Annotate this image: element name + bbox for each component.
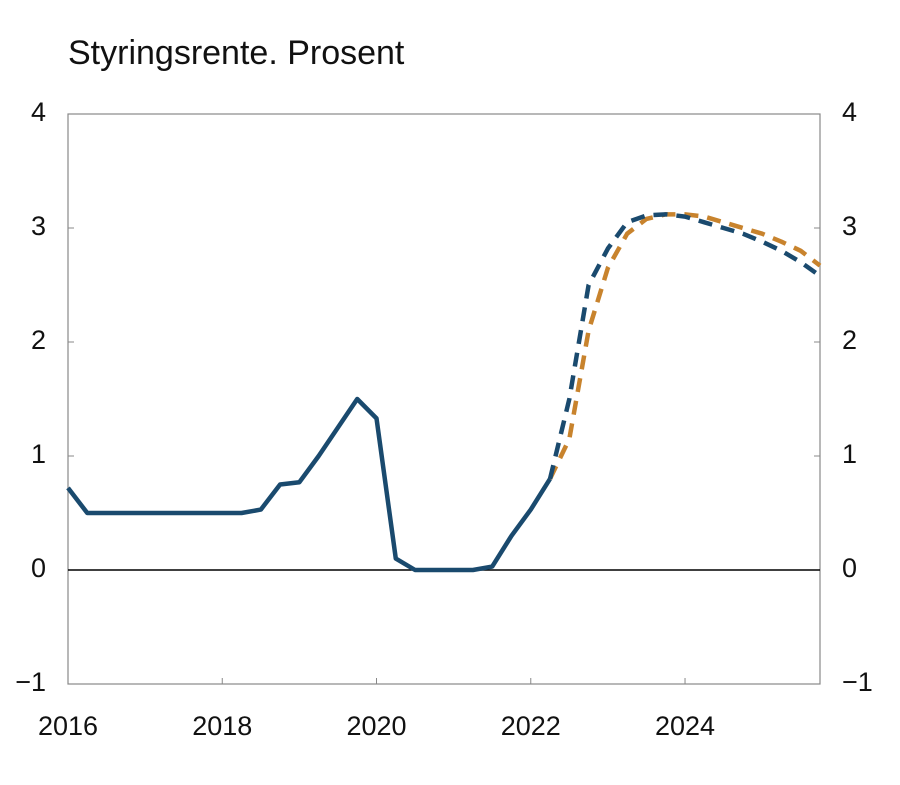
y2-tick-label: 2	[842, 325, 857, 355]
y2-tick-label: 1	[842, 439, 857, 469]
line-series	[547, 212, 822, 480]
y2-tick-label: 3	[842, 211, 857, 241]
y2-tick-label: 0	[842, 553, 857, 583]
x-tick-label: 2022	[501, 711, 561, 741]
y-tick-label: −1	[15, 667, 46, 697]
y2-tick-label: −1	[842, 667, 873, 697]
chart-title: Styringsrente. Prosent	[68, 34, 405, 72]
plot-frame	[67, 113, 821, 685]
x-tick-label: 2016	[38, 711, 98, 741]
y2-tick-label: 4	[842, 97, 857, 127]
line-series	[548, 212, 822, 480]
x-tick-label: 2018	[192, 711, 252, 741]
x-tick-label: 2020	[346, 711, 406, 741]
y-tick-label: 3	[31, 211, 46, 241]
y-tick-label: 0	[31, 553, 46, 583]
x-tick-label: 2024	[655, 711, 715, 741]
y-tick-label: 4	[31, 97, 46, 127]
y-tick-label: 2	[31, 325, 46, 355]
y-tick-label: 1	[31, 439, 46, 469]
line-series	[66, 396, 552, 573]
